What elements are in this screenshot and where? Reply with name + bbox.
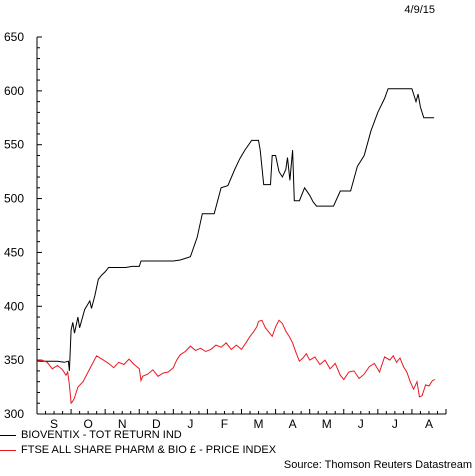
source-note: Source: Thomson Reuters Datastream — [283, 459, 472, 471]
x-tick-label: N — [118, 417, 127, 431]
legend-swatch-bioventix — [0, 434, 16, 436]
y-tick-label: 400 — [4, 299, 24, 313]
legend-swatch-ftse — [0, 449, 16, 451]
date-label: 4/9/15 — [404, 4, 435, 16]
series-line-ftse — [36, 319, 436, 405]
x-tick-label: O — [83, 417, 92, 431]
x-tick-label: M — [254, 417, 264, 431]
x-tick-label: A — [289, 417, 297, 431]
x-tick-label: J — [392, 417, 398, 431]
x-tick-label: A — [425, 417, 433, 431]
y-tick-label: 650 — [4, 30, 24, 44]
series-layer — [36, 88, 436, 405]
x-tick-label: F — [221, 417, 228, 431]
legend-item-bioventix: BIOVENTIX - TOT RETURN IND — [0, 429, 182, 441]
y-tick-label: 450 — [4, 245, 24, 259]
series-line-bioventix — [37, 88, 435, 371]
y-tick-label: 600 — [4, 84, 24, 98]
x-tick-label: D — [152, 417, 161, 431]
legend-label-ftse: FTSE ALL SHARE PHARM & BIO £ - PRICE IND… — [21, 444, 277, 456]
y-tick-label: 550 — [4, 138, 24, 152]
x-tick-label: J — [358, 417, 364, 431]
legend-item-ftse: FTSE ALL SHARE PHARM & BIO £ - PRICE IND… — [0, 444, 276, 456]
y-axis: 300 350 400 450 500 550 600 650 — [4, 30, 42, 421]
y-tick-label: 350 — [4, 353, 24, 367]
y-tick-label: 500 — [4, 192, 24, 206]
y-tick-label: 300 — [4, 407, 24, 421]
x-tick-label: M — [322, 417, 332, 431]
legend-label-bioventix: BIOVENTIX - TOT RETURN IND — [21, 429, 182, 441]
x-tick-label: J — [187, 417, 193, 431]
x-tick-label: S — [50, 417, 58, 431]
